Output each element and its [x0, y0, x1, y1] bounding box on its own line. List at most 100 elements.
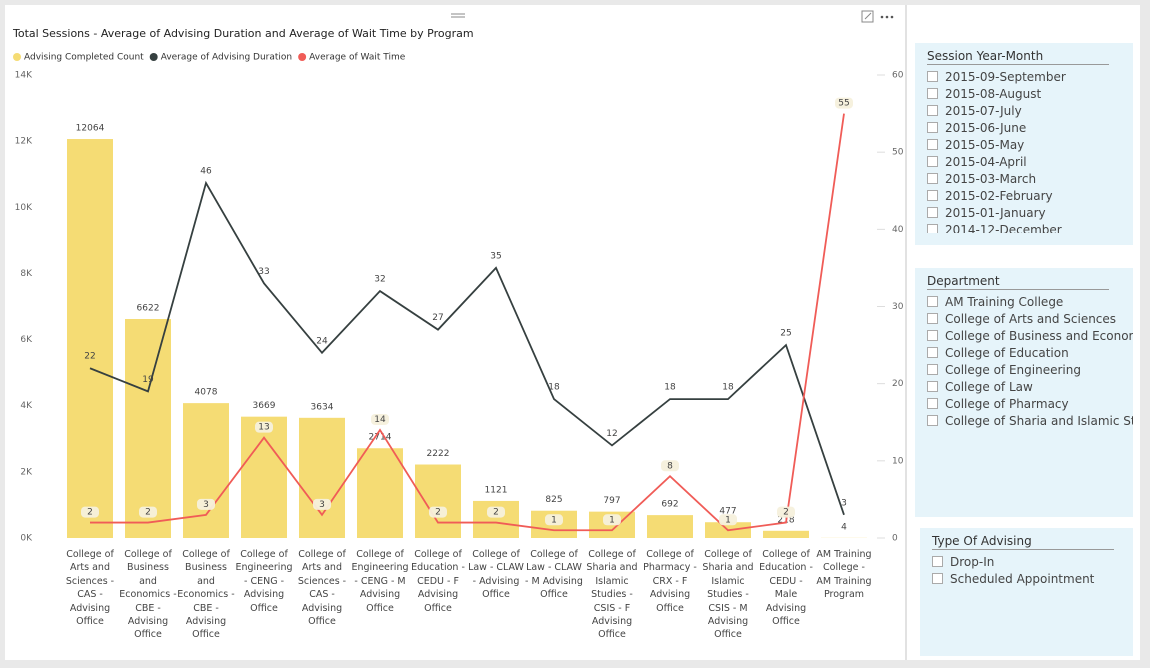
- slicer-item-label: 2015-06-June: [945, 121, 1027, 135]
- y2-tick-label: 20: [892, 379, 904, 389]
- checkbox[interactable]: [932, 573, 943, 584]
- checkbox[interactable]: [927, 364, 938, 375]
- more-options[interactable]: [880, 15, 894, 19]
- slicer-item[interactable]: 2015-09-September: [915, 69, 1133, 86]
- slicer-item-label: College of Pharmacy: [945, 397, 1069, 411]
- slicer-item[interactable]: College of Arts and Sciences: [915, 311, 1133, 328]
- checkbox[interactable]: [927, 398, 938, 409]
- slicer-title: Type Of Advising: [932, 534, 1114, 550]
- checkbox[interactable]: [927, 71, 938, 82]
- line-data-label-text: 1: [725, 515, 731, 525]
- slicer: Type Of Advising Drop-In Scheduled Appoint…: [920, 528, 1133, 656]
- line-data-label: 33: [258, 267, 269, 277]
- x-tick-label: College of Sharia and Islamic Studies - …: [702, 549, 754, 641]
- label-box: [139, 506, 157, 518]
- slicer-item[interactable]: College of Law: [915, 379, 1133, 396]
- slicer-item[interactable]: College of Engineering: [915, 362, 1133, 379]
- legend-label: Advising Completed Count: [24, 53, 144, 63]
- slicer-item[interactable]: 2015-07-July: [915, 103, 1133, 120]
- label-box: [313, 498, 331, 510]
- bar-data-label: 692: [661, 500, 678, 510]
- y2-tick-label: 10: [892, 456, 904, 466]
- checkbox[interactable]: [927, 313, 938, 324]
- line-data-label: 1: [603, 514, 621, 526]
- y2-tick-label: 30: [892, 302, 904, 312]
- slicer-item[interactable]: College of Education: [915, 345, 1133, 362]
- legend-swatch: [149, 53, 158, 61]
- slicer-list: 2015-09-September 2015-08-August 2015-07-J…: [915, 69, 1133, 233]
- label-box: [371, 413, 389, 425]
- chart-card: Total Sessions - Average of Advising Dur…: [5, 5, 907, 660]
- x-tick-label: College of Arts and Sciences - CAS - Adv…: [65, 549, 115, 628]
- slicer-item[interactable]: AM Training College: [915, 294, 1133, 311]
- checkbox[interactable]: [927, 105, 938, 116]
- checkbox[interactable]: [927, 224, 938, 233]
- bar-data-label: 1121: [485, 485, 508, 495]
- line-data-label-text: 2: [493, 508, 499, 518]
- slicer-item[interactable]: 2015-01-January: [915, 205, 1133, 222]
- slicer-item[interactable]: College of Sharia and Islamic Stu...: [915, 413, 1133, 430]
- slicer-list: Drop-In Scheduled Appointment: [920, 554, 1133, 654]
- checkbox[interactable]: [927, 207, 938, 218]
- focus-mode-icon[interactable]: [861, 10, 874, 23]
- legend-label: Average of Advising Duration: [161, 53, 292, 63]
- line-data-label: 2: [429, 506, 447, 518]
- line-data-label: 2: [139, 506, 157, 518]
- line-data-label-text: 2: [783, 508, 789, 518]
- x-tick-label: College of Business and Economics - CBE …: [119, 549, 177, 641]
- slicer-item[interactable]: 2014-12-December: [915, 222, 1133, 233]
- line-data-label: 3: [841, 498, 847, 508]
- line-data-label: 25: [780, 329, 791, 339]
- checkbox[interactable]: [927, 173, 938, 184]
- slicer-item[interactable]: 2015-06-June: [915, 120, 1133, 137]
- y2-tick-label: 50: [892, 148, 904, 158]
- bar-data-label: 477: [719, 507, 736, 517]
- y2-tick-label: 60: [892, 71, 904, 81]
- line-data-label: 8: [661, 460, 679, 472]
- checkbox[interactable]: [927, 122, 938, 133]
- line: [90, 113, 845, 532]
- slicer-item[interactable]: 2015-05-May: [915, 137, 1133, 154]
- line-data-label-text: 3: [203, 500, 209, 510]
- x-tick-label: College of Law - CLAW - Advising Office: [468, 549, 524, 601]
- line-data-label: 14: [371, 413, 389, 425]
- y2-tick-label: 40: [892, 225, 904, 235]
- checkbox[interactable]: [927, 330, 938, 341]
- slicer-item[interactable]: 2015-02-February: [915, 188, 1133, 205]
- label-box: [661, 460, 679, 472]
- slicer-item[interactable]: Drop-In: [920, 554, 1133, 571]
- bar: [415, 464, 461, 538]
- checkbox[interactable]: [927, 190, 938, 201]
- slicer-item[interactable]: 2015-04-April: [915, 154, 1133, 171]
- slicer-title: Session Year-Month: [927, 49, 1109, 65]
- slicer-item[interactable]: College of Pharmacy: [915, 396, 1133, 413]
- checkbox[interactable]: [927, 156, 938, 167]
- line-data-label-text: 2: [435, 508, 441, 518]
- line-data-label: 1: [719, 514, 737, 526]
- slicer-item-label: College of Engineering: [945, 363, 1081, 377]
- slicer-item[interactable]: 2015-08-August: [915, 86, 1133, 103]
- checkbox[interactable]: [927, 296, 938, 307]
- line-data-label: 55: [835, 97, 853, 109]
- y2-tick-label: 0: [892, 534, 898, 544]
- checkbox[interactable]: [927, 381, 938, 392]
- line-data-label: 3: [197, 498, 215, 510]
- line-data-label-text: 1: [609, 515, 615, 525]
- slicer-item[interactable]: Scheduled Appointment: [920, 571, 1133, 588]
- slicer-item-label: 2015-03-March: [945, 172, 1037, 186]
- line-data-label: 18: [722, 383, 734, 393]
- slicer-item-label: 2015-01-January: [945, 206, 1046, 220]
- checkbox[interactable]: [927, 88, 938, 99]
- slicer-item[interactable]: 2015-03-March: [915, 171, 1133, 188]
- checkbox[interactable]: [927, 139, 938, 150]
- x-tick-label: College of Sharia and Islamic Studies - …: [586, 549, 638, 641]
- drag-handle[interactable]: [451, 13, 465, 18]
- slicer-item[interactable]: College of Business and Economics: [915, 328, 1133, 345]
- checkbox[interactable]: [927, 415, 938, 426]
- label-box: [835, 97, 853, 109]
- y-tick-label: 4K: [20, 401, 33, 411]
- slicer-item-label: 2015-09-September: [945, 70, 1066, 84]
- checkbox[interactable]: [932, 556, 943, 567]
- slicer-title: Department: [927, 274, 1109, 290]
- checkbox[interactable]: [927, 347, 938, 358]
